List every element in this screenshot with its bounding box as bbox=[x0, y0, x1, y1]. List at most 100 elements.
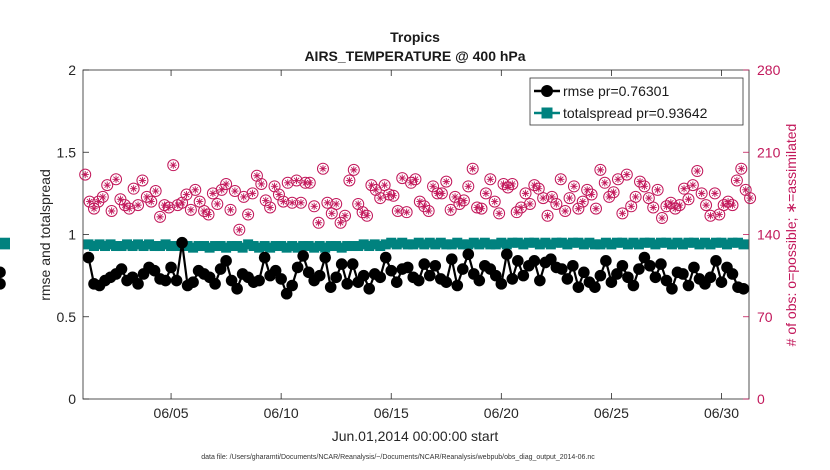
obs-marker-asterisk bbox=[447, 206, 455, 214]
totalspread-marker bbox=[276, 241, 287, 252]
chart-title: Tropics bbox=[390, 29, 440, 45]
obs-marker bbox=[449, 190, 462, 203]
totalspread-marker bbox=[320, 242, 331, 253]
rmse-marker bbox=[165, 261, 177, 274]
rmse-marker bbox=[545, 253, 557, 265]
obs-marker bbox=[554, 173, 567, 186]
rmse-marker bbox=[688, 261, 700, 274]
obs-marker bbox=[312, 216, 325, 229]
obs-marker-circle bbox=[594, 163, 607, 176]
obs-marker-asterisk bbox=[138, 176, 147, 185]
x-axis-label: Jun.01,2014 00:00:00 start bbox=[332, 428, 499, 444]
rmse-marker bbox=[379, 251, 392, 264]
obs-marker-asterisk bbox=[425, 207, 433, 215]
rmse-marker bbox=[258, 251, 271, 264]
totalspread-marker bbox=[325, 241, 336, 252]
totalspread-marker bbox=[622, 239, 633, 250]
obs-marker bbox=[462, 180, 475, 193]
obs-marker-circle bbox=[88, 202, 101, 215]
obs-marker-asterisk bbox=[543, 212, 552, 220]
obs-marker bbox=[598, 176, 611, 189]
obs-marker-circle bbox=[479, 187, 492, 200]
obs-marker-asterisk bbox=[275, 190, 283, 199]
obs-marker-circle bbox=[105, 205, 118, 217]
obs-marker-asterisk bbox=[288, 199, 296, 207]
rmse-marker bbox=[275, 273, 287, 285]
rmse-marker bbox=[445, 253, 458, 265]
totalspread-marker bbox=[545, 239, 556, 250]
obs-marker bbox=[475, 202, 488, 215]
totalspread-marker bbox=[122, 239, 133, 250]
obs-marker bbox=[704, 209, 717, 222]
obs-marker-asterisk bbox=[574, 205, 582, 213]
totalspread-marker bbox=[171, 241, 182, 252]
totalspread-marker bbox=[452, 237, 463, 248]
obs-marker-circle bbox=[704, 209, 717, 222]
obs-marker bbox=[140, 190, 153, 203]
obs-marker bbox=[726, 199, 739, 212]
obs-marker-asterisk bbox=[266, 203, 274, 212]
rmse-marker bbox=[616, 259, 629, 272]
obs-marker-asterisk bbox=[160, 201, 169, 209]
obs-marker-asterisk bbox=[495, 209, 503, 217]
rmse-marker bbox=[644, 259, 656, 272]
obs-marker-asterisk bbox=[174, 201, 182, 209]
obs-marker-circle bbox=[321, 196, 334, 209]
rmse-marker bbox=[357, 269, 370, 282]
obs-marker-circle bbox=[202, 208, 215, 221]
rmse-marker bbox=[556, 263, 568, 275]
obs-marker-circle bbox=[343, 174, 356, 187]
totalspread-series bbox=[0, 237, 749, 253]
obs-marker bbox=[233, 223, 246, 236]
obs-marker-asterisk bbox=[460, 196, 468, 205]
obs-marker-asterisk bbox=[270, 182, 279, 190]
totalspread-marker bbox=[457, 239, 468, 250]
obs-marker bbox=[391, 205, 404, 217]
obs-marker-asterisk bbox=[403, 208, 411, 216]
obs-marker bbox=[123, 202, 136, 215]
obs-marker bbox=[246, 187, 259, 200]
totalspread-marker bbox=[573, 237, 584, 248]
totalspread-marker bbox=[595, 239, 606, 250]
obs-marker-circle bbox=[149, 185, 162, 198]
obs-marker-asterisk bbox=[601, 179, 609, 187]
totalspread-marker bbox=[435, 237, 446, 248]
obs-marker-asterisk bbox=[473, 203, 481, 212]
chart-subtitle: AIRS_TEMPERATURE @ 400 hPa bbox=[304, 48, 525, 64]
totalspread-marker bbox=[644, 237, 655, 248]
obs-marker-asterisk bbox=[442, 178, 450, 186]
obs-marker bbox=[127, 182, 140, 195]
y-right-tick-label: 210 bbox=[757, 144, 781, 160]
obs-marker-asterisk bbox=[226, 206, 235, 214]
obs-marker bbox=[545, 190, 558, 203]
totalspread-marker bbox=[380, 239, 391, 250]
rmse-marker bbox=[170, 274, 183, 287]
obs-marker-asterisk bbox=[218, 186, 226, 194]
rmse-marker bbox=[451, 279, 464, 292]
totalspread-marker bbox=[221, 242, 232, 253]
obs-marker-asterisk bbox=[654, 186, 662, 194]
rmse-marker bbox=[148, 264, 161, 277]
obs-marker bbox=[607, 186, 620, 199]
obs-marker-asterisk bbox=[336, 219, 345, 227]
totalspread-marker bbox=[512, 237, 523, 248]
obs-marker-circle bbox=[462, 180, 475, 193]
obs-marker-asterisk bbox=[319, 165, 327, 173]
totalspread-marker bbox=[666, 239, 677, 250]
obs-marker-asterisk bbox=[306, 179, 314, 187]
totalspread-marker bbox=[584, 237, 595, 248]
obs-marker-circle bbox=[101, 179, 114, 192]
totalspread-marker bbox=[204, 242, 215, 253]
totalspread-marker bbox=[501, 239, 512, 250]
y-tick-label: 0 bbox=[68, 391, 76, 407]
obs-marker-circle bbox=[493, 207, 506, 220]
obs-marker bbox=[290, 174, 303, 187]
obs-marker-circle bbox=[744, 192, 757, 205]
totalspread-marker bbox=[259, 241, 270, 252]
obs-marker bbox=[189, 183, 202, 196]
obs-marker-asterisk bbox=[204, 210, 213, 219]
obs-marker bbox=[264, 201, 277, 214]
totalspread-marker bbox=[721, 239, 732, 250]
obs-marker-asterisk bbox=[165, 203, 173, 212]
obs-marker-asterisk bbox=[112, 175, 120, 183]
